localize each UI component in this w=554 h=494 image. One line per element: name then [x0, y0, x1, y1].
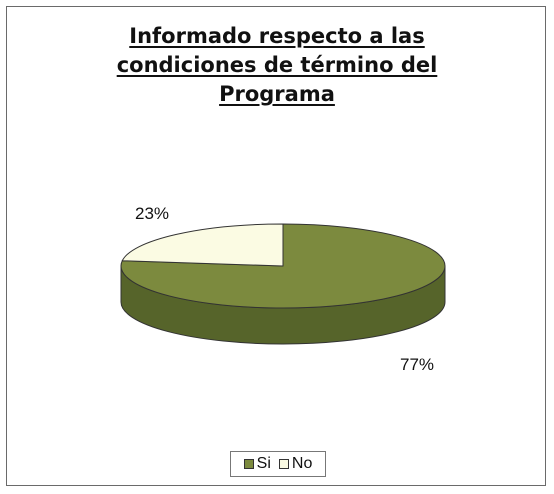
chart-title-line-3: Programa	[219, 82, 335, 106]
chart-title-line-1: Informado respecto a las	[129, 24, 425, 48]
data-label-si: 77%	[400, 355, 434, 374]
data-label-no: 23%	[135, 204, 169, 223]
legend-item-si: Si	[243, 455, 271, 473]
legend-swatch-si	[243, 459, 254, 469]
legend-swatch-no	[278, 459, 289, 469]
legend-item-no: No	[278, 455, 313, 473]
chart-title: Informado respecto a las condiciones de …	[0, 22, 554, 109]
pie-slice-no	[121, 223, 284, 267]
pie-layer	[120, 223, 446, 345]
chart-title-line-2: condiciones de término del	[116, 53, 438, 77]
legend-label-no: No	[291, 455, 313, 472]
legend-label-si: Si	[256, 455, 271, 472]
chart-legend: Si No	[230, 451, 326, 477]
